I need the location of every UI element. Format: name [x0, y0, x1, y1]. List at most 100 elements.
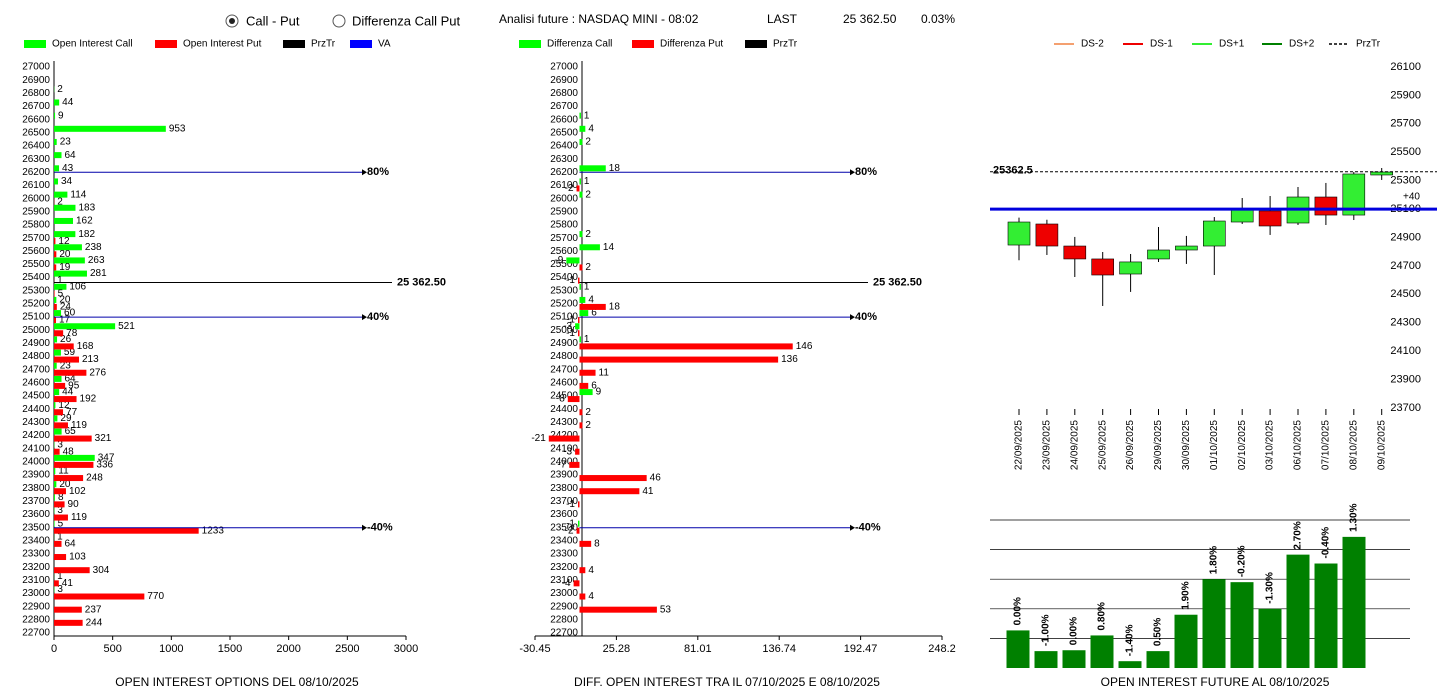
- value-label: 64: [65, 374, 77, 385]
- value-label: 11: [599, 367, 610, 378]
- x-tick-label: 07/10/2025: [1321, 420, 1332, 470]
- strike-label: 24800: [22, 351, 50, 362]
- przTr-label: 25362.5: [993, 165, 1033, 177]
- value-label: -1: [566, 315, 575, 326]
- bar: [54, 461, 94, 468]
- legend-swatch: [632, 40, 654, 48]
- strike-label: 24000: [550, 457, 578, 468]
- strike-label: 26100: [22, 180, 50, 191]
- value-label: 29: [60, 413, 72, 424]
- strike-label: 26700: [550, 101, 578, 112]
- bar: [579, 409, 583, 416]
- strike-label: 25900: [550, 206, 578, 217]
- bar: [579, 336, 581, 343]
- last-label: LAST: [767, 12, 798, 26]
- strike-label: 23900: [22, 470, 50, 481]
- strike-label: 26600: [22, 114, 50, 125]
- option[interactable]: Differenza Call Put: [352, 13, 461, 28]
- change-label: -1.00%: [1041, 614, 1052, 646]
- bar: [579, 369, 596, 376]
- reference-label: -40%: [367, 522, 393, 534]
- y-tick-label: 25300: [1390, 175, 1421, 187]
- value-label: 46: [650, 473, 662, 484]
- x-tick-label: 26/09/2025: [1125, 420, 1136, 470]
- value-label: 26: [60, 334, 72, 345]
- bar: [54, 475, 84, 482]
- x-tick-label: 2000: [276, 643, 300, 655]
- value-label: 276: [89, 367, 106, 378]
- y-tick-label: 25900: [1390, 89, 1421, 101]
- strike-label: 23000: [550, 588, 578, 599]
- reference-label: 25 362.50: [873, 276, 922, 288]
- x-tick-label: 2500: [335, 643, 359, 655]
- value-label: 237: [85, 604, 102, 615]
- change: 0.03%: [921, 12, 955, 26]
- strike-label: 25700: [550, 233, 578, 244]
- legend-swatch: [745, 40, 767, 48]
- bar: [579, 422, 583, 429]
- change-label: 0.50%: [1153, 618, 1164, 646]
- bar: [1146, 651, 1170, 668]
- candle-body: [1342, 173, 1366, 216]
- strike-label: 25800: [550, 220, 578, 231]
- value-label: 3: [57, 439, 63, 450]
- legend-label: DS-2: [1081, 39, 1104, 50]
- value-label: 64: [65, 150, 77, 161]
- value-label: 168: [77, 341, 94, 352]
- value-label: 770: [147, 591, 164, 602]
- strike-label: 24700: [550, 364, 578, 375]
- bar: [1062, 650, 1086, 668]
- value-label: 2: [585, 189, 591, 200]
- value-label: 18: [609, 163, 621, 174]
- bar: [1286, 554, 1310, 668]
- bar: [569, 461, 580, 468]
- value-label: 41: [642, 486, 654, 497]
- strike-label: 27000: [22, 62, 50, 73]
- value-label: 44: [62, 387, 74, 398]
- value-label: 9: [58, 110, 64, 121]
- strike-label: 23100: [550, 575, 578, 586]
- bar: [54, 369, 87, 376]
- value-label: 119: [71, 420, 87, 431]
- strike-label: 22700: [550, 628, 578, 639]
- candle-body: [1147, 249, 1170, 260]
- change-label: 1.90%: [1181, 581, 1192, 609]
- strike-label: 26300: [22, 154, 50, 165]
- bar: [579, 343, 793, 350]
- value-label: 18: [609, 302, 621, 313]
- bar: [54, 99, 60, 106]
- bar: [54, 283, 67, 290]
- bar: [54, 264, 57, 271]
- option[interactable]: Call - Put: [246, 13, 300, 28]
- y-tick-label: 26100: [1390, 61, 1421, 73]
- bar: [54, 593, 145, 600]
- radio[interactable]: [332, 14, 346, 28]
- strike-label: 23400: [22, 536, 50, 547]
- radio-dot: [229, 18, 235, 24]
- value-label: 14: [603, 242, 615, 253]
- value-label: 146: [796, 341, 813, 352]
- x-tick-label: 08/10/2025: [1348, 420, 1359, 470]
- strike-label: 25200: [550, 299, 578, 310]
- value-label: 20: [59, 479, 71, 490]
- value-label: 11: [58, 466, 69, 477]
- bar: [54, 481, 57, 488]
- strike-label: 24400: [550, 404, 578, 415]
- bar: [579, 283, 581, 290]
- candle-body: [1230, 209, 1254, 223]
- value-label: 347: [98, 453, 115, 464]
- bar: [54, 296, 57, 303]
- value-label: 281: [90, 268, 107, 279]
- value-label: 12: [58, 236, 70, 247]
- value-label: 1233: [202, 525, 225, 536]
- strike-label: 24300: [22, 417, 50, 428]
- bar: [579, 310, 589, 317]
- bar: [1314, 563, 1338, 668]
- bar: [579, 389, 593, 396]
- legend-swatch: [155, 40, 177, 48]
- value-label: 521: [118, 321, 135, 332]
- strike-label: 25600: [22, 246, 50, 257]
- strike-label: 23300: [550, 549, 578, 560]
- strike-label: 27000: [550, 62, 578, 73]
- strike-label: 22800: [550, 614, 578, 625]
